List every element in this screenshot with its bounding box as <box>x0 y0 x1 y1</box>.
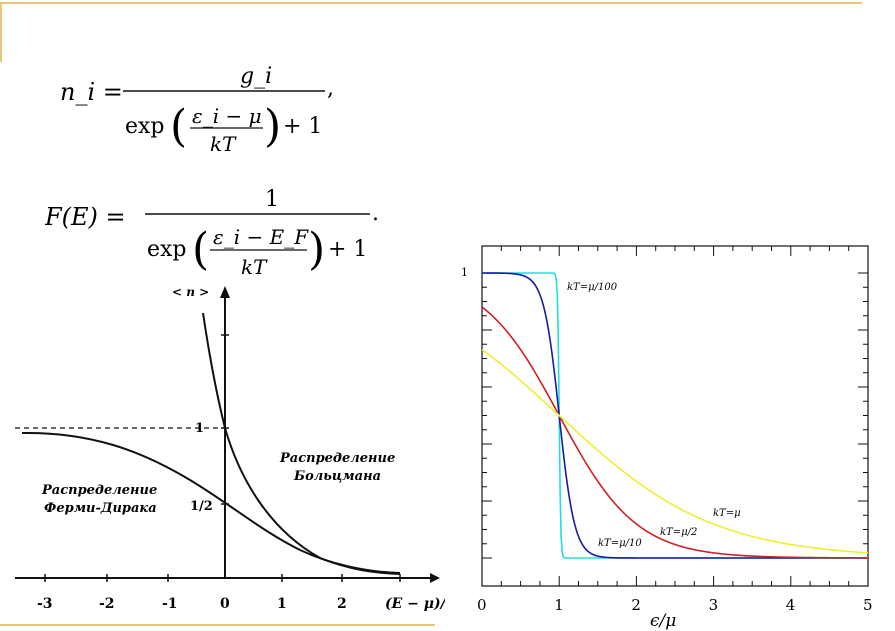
formula1-exp: exp <box>125 114 165 139</box>
x-tick-label: 3 <box>709 596 719 614</box>
left-distribution-plot: < n > 1 1/2 Распределение Ферми-Дирака Р… <box>15 285 445 612</box>
x-tick-label: 2 <box>631 596 641 614</box>
series-label-kT-mu-2: kT=μ/2 <box>660 527 697 538</box>
label-half: 1/2 <box>190 499 213 514</box>
series-label-kT-mu-100: kT=μ/100 <box>567 282 618 293</box>
formula2-inner-numerator: ε_i − E_F <box>213 225 309 249</box>
formula1-paren-right: ) <box>264 101 281 152</box>
formula1-inner-denominator: kT <box>210 132 237 156</box>
fd-label-line1: Распределение <box>41 483 157 498</box>
left-y-axis-arrow <box>220 286 230 298</box>
formula-bose-einstein: n_i = g_i exp ( ε_i − μ kT ) + 1 , <box>60 64 334 156</box>
left-x-axis-arrow <box>430 573 440 583</box>
series-label-kT-mu: kT=μ <box>713 508 741 519</box>
boltzmann-curve <box>202 312 401 575</box>
formula2-inner-denominator: kT <box>241 255 268 279</box>
formula2-lhs: F(E) = <box>45 203 126 231</box>
left-x-tick-label: -2 <box>99 596 115 612</box>
mb-label-line1: Распределение <box>279 451 395 466</box>
slide-frame-top <box>2 2 862 4</box>
formula2-numerator: 1 <box>265 187 279 212</box>
formula1-inner-numerator: ε_i − μ <box>192 104 262 128</box>
formula2-plus: + 1 <box>328 237 367 262</box>
formula1-plus: + 1 <box>283 114 322 139</box>
series-label-kT-mu-10: kT=μ/10 <box>598 538 642 549</box>
left-x-axis-label: (E − μ)/kT <box>385 596 445 612</box>
series-line-3 <box>481 349 869 554</box>
label-one: 1 <box>195 421 204 436</box>
formula2-trail: . <box>372 201 379 226</box>
left-y-axis-label: < n > <box>172 285 209 299</box>
plot-frame <box>481 245 869 587</box>
formula2-exp: exp <box>147 237 187 262</box>
x-tick-label: 1 <box>554 596 564 614</box>
formula-fermi-dirac: F(E) = 1 exp ( ε_i − E_F kT ) + 1 . <box>45 187 379 279</box>
slide-frame-left <box>0 2 2 62</box>
x-tick-label: 4 <box>786 596 796 614</box>
series-line-2 <box>481 306 868 559</box>
y-tick-label-1: 1 <box>461 266 468 279</box>
formula1-trail: , <box>327 76 334 101</box>
formula1-paren-left: ( <box>170 101 187 152</box>
fd-label-line2: Ферми-Дирака <box>44 501 157 516</box>
left-x-tick-label: 1 <box>277 596 287 612</box>
slide-frame-bottom <box>0 624 435 626</box>
formula1-numerator: g_i <box>240 64 272 89</box>
x-axis-label: ϵ/μ <box>650 611 676 630</box>
left-x-tick-label: 2 <box>337 596 347 612</box>
formula2-paren-left: ( <box>192 224 209 275</box>
left-x-tick-label: 0 <box>220 596 230 612</box>
x-tick-label: 5 <box>863 596 873 614</box>
left-x-tick-label: -3 <box>37 596 53 612</box>
mb-label-line2: Больцмана <box>293 469 381 484</box>
formula1-lhs: n_i = <box>60 78 123 106</box>
left-x-tick-label: -1 <box>162 596 178 612</box>
formula2-paren-right: ) <box>308 224 325 275</box>
series-group <box>481 272 869 559</box>
fermi-dirac-temperature-chart: 1 0 1 2 3 4 5 ϵ/μ kT=μ/100 kT=μ/10 kT=μ/2 kT=… <box>461 245 873 630</box>
x-tick-label: 0 <box>477 596 487 614</box>
